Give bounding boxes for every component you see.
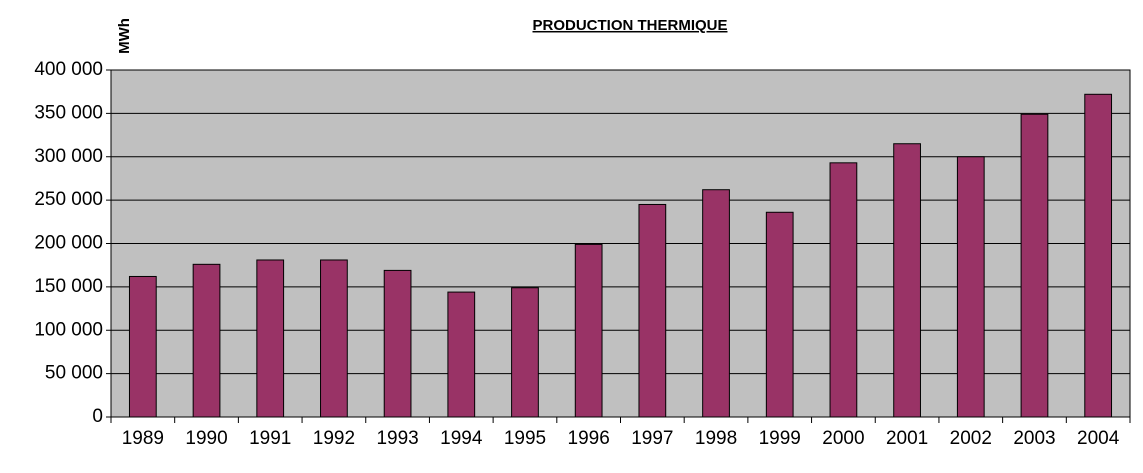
x-tick-label: 1993 xyxy=(376,428,418,449)
x-tick-label: 1991 xyxy=(249,428,291,449)
bar xyxy=(511,287,539,418)
x-tick-label: 1999 xyxy=(759,428,801,449)
x-tick-label: 1989 xyxy=(122,428,164,449)
y-tick-label: 0 xyxy=(92,406,103,427)
bar xyxy=(256,259,285,418)
x-tick-label: 1996 xyxy=(568,428,610,449)
bar xyxy=(320,259,348,418)
x-tick-label: 2004 xyxy=(1077,428,1120,449)
y-tick-label: 250 000 xyxy=(34,189,103,210)
bar xyxy=(638,203,667,418)
bar xyxy=(765,211,794,418)
x-tick-label: 1995 xyxy=(504,428,546,449)
bar xyxy=(702,189,730,418)
x-tick-label: 1998 xyxy=(695,428,737,449)
bar xyxy=(1020,113,1049,418)
bar xyxy=(128,275,157,418)
bar xyxy=(1084,93,1113,418)
y-tick-label: 400 000 xyxy=(34,59,103,80)
y-tick-label: 100 000 xyxy=(34,319,103,340)
bar xyxy=(383,269,412,418)
y-tick-label: 200 000 xyxy=(34,233,103,254)
y-axis-label: MWh xyxy=(116,18,133,54)
y-tick-label: 300 000 xyxy=(34,146,103,167)
x-tick-label: 2001 xyxy=(886,428,928,449)
x-tick-label: 1994 xyxy=(440,428,483,449)
y-tick-label: 350 000 xyxy=(34,102,103,123)
bar xyxy=(956,156,985,418)
y-tick-label: 50 000 xyxy=(45,363,103,384)
x-tick-label: 2003 xyxy=(1013,428,1055,449)
bar xyxy=(447,291,476,418)
bar xyxy=(829,162,858,418)
x-tick-label: 2000 xyxy=(822,428,864,449)
x-tick-label: 1997 xyxy=(631,428,673,449)
bar xyxy=(192,263,221,418)
x-tick-label: 1990 xyxy=(185,428,227,449)
bar xyxy=(574,243,603,418)
y-tick-label: 150 000 xyxy=(34,276,103,297)
x-tick-label: 2002 xyxy=(950,428,992,449)
bar xyxy=(893,143,921,418)
chart-title: PRODUCTION THERMIQUE xyxy=(533,17,728,34)
x-tick-label: 1992 xyxy=(313,428,355,449)
